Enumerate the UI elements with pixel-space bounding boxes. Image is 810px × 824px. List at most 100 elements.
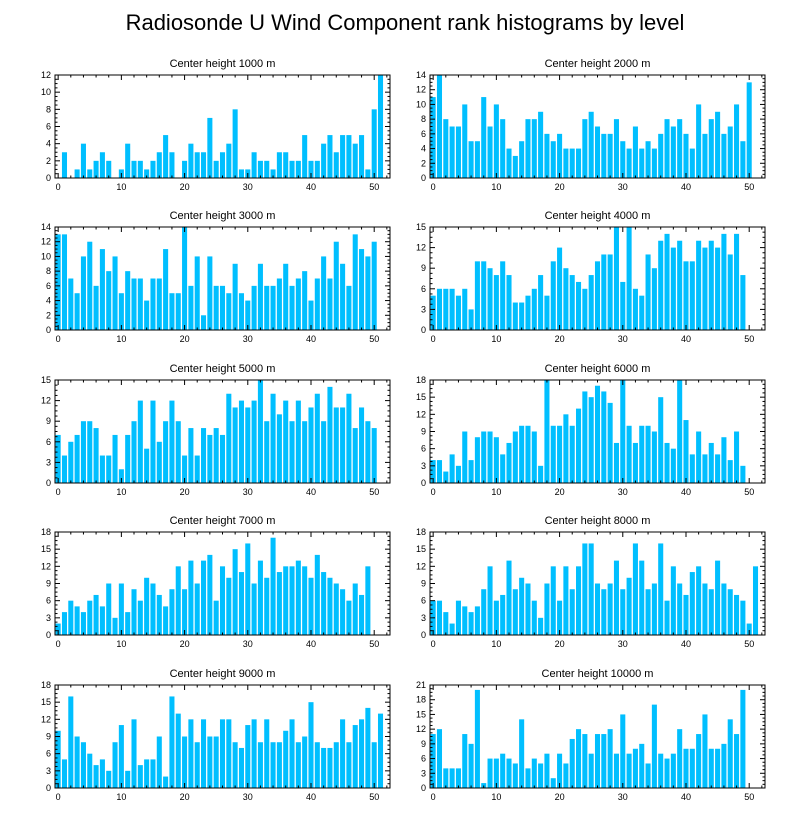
histogram-bar — [80, 612, 86, 635]
histogram-bar — [61, 455, 68, 483]
x-tick-label: 10 — [116, 792, 126, 802]
histogram-bar — [462, 431, 468, 483]
y-tick-label: 18 — [416, 527, 426, 537]
histogram-bar — [462, 606, 468, 635]
histogram-bar — [531, 288, 537, 330]
x-tick-label: 10 — [116, 334, 126, 344]
histogram-bar — [519, 719, 525, 788]
histogram-bar — [302, 271, 308, 330]
panel-title: Center height 7000 m — [170, 515, 276, 527]
histogram-bar — [68, 600, 74, 635]
x-tick-label: 0 — [56, 334, 61, 344]
histogram-bar — [144, 759, 150, 788]
histogram-bar — [696, 431, 702, 483]
histogram-bar — [308, 160, 314, 178]
x-tick-label: 50 — [369, 182, 379, 192]
histogram-bar — [144, 577, 150, 635]
x-tick-label: 20 — [555, 334, 565, 344]
histogram-bar — [283, 730, 289, 788]
histogram-bar — [487, 758, 493, 788]
y-tick-label: 0 — [46, 630, 51, 640]
histogram-bar — [321, 747, 327, 788]
histogram-bar — [156, 441, 162, 483]
y-tick-label: 12 — [416, 724, 426, 734]
histogram-bar — [436, 460, 443, 483]
histogram-bar — [658, 240, 664, 330]
y-tick-label: 15 — [41, 697, 51, 707]
histogram-bar — [156, 736, 162, 788]
histogram-bar — [683, 594, 689, 635]
histogram-bar — [74, 293, 80, 330]
y-tick-label: 3 — [46, 766, 51, 776]
x-tick-label: 30 — [618, 639, 628, 649]
histogram-bar — [481, 589, 487, 635]
histogram-bar — [61, 612, 68, 635]
histogram-bar — [131, 160, 137, 178]
histogram-bar — [213, 428, 219, 483]
histogram-bar — [531, 119, 537, 178]
histogram-bar — [525, 583, 531, 635]
x-tick-label: 40 — [681, 334, 691, 344]
histogram-bar — [607, 729, 613, 788]
histogram-bar — [346, 742, 352, 788]
histogram-bar — [219, 285, 226, 330]
histogram-bar — [251, 152, 257, 178]
histogram-bar — [512, 763, 518, 788]
histogram-bar — [80, 421, 86, 483]
histogram-bar — [87, 753, 93, 788]
histogram-bar — [182, 589, 188, 635]
histogram-bar — [620, 380, 626, 483]
histogram-bar — [194, 455, 200, 483]
histogram-bar — [734, 734, 740, 788]
histogram-bar — [87, 600, 93, 635]
y-tick-label: 9 — [46, 416, 51, 426]
x-tick-label: 0 — [431, 639, 436, 649]
histogram-panel: Center height 4000 m 0 3 6 9 12 15 0 10 20 30 40 50 — [416, 210, 766, 344]
histogram-bar — [594, 261, 601, 330]
y-tick-label: 14 — [416, 70, 426, 80]
x-tick-label: 50 — [369, 334, 379, 344]
histogram-bar — [582, 119, 588, 178]
histogram-bar — [746, 623, 752, 635]
histogram-bar — [632, 288, 638, 330]
histogram-bar — [283, 566, 289, 635]
y-tick-label: 15 — [416, 392, 426, 402]
y-tick-label: 15 — [41, 544, 51, 554]
histogram-bar — [207, 434, 213, 483]
histogram-bar — [519, 425, 525, 483]
x-tick-label: 30 — [618, 334, 628, 344]
histogram-bar — [251, 719, 257, 788]
y-tick-label: 4 — [46, 139, 51, 149]
histogram-bar — [645, 763, 651, 788]
histogram-bar — [283, 400, 289, 483]
histogram-bar — [658, 753, 664, 788]
histogram-bar — [340, 263, 346, 330]
y-tick-label: 6 — [46, 437, 51, 447]
histogram-bar — [538, 111, 544, 178]
histogram-bar — [594, 734, 601, 788]
x-tick-label: 20 — [555, 182, 565, 192]
histogram-panel: Center height 6000 m 0 3 6 9 12 15 18 0 10 20 30 40 5… — [416, 363, 766, 497]
panel-title: Center height 2000 m — [545, 58, 651, 70]
y-tick-label: 6 — [421, 284, 426, 294]
histogram-bar — [525, 768, 531, 788]
x-tick-label: 20 — [180, 334, 190, 344]
x-tick-label: 40 — [681, 487, 691, 497]
histogram-bar — [99, 759, 105, 788]
histogram-bar — [455, 768, 461, 788]
histogram-bar — [500, 454, 506, 483]
histogram-bar — [55, 234, 61, 330]
histogram-bar — [613, 227, 619, 330]
histogram-bar — [557, 600, 563, 635]
x-tick-label: 40 — [306, 639, 316, 649]
histogram-bar — [468, 612, 474, 635]
histogram-bar — [74, 606, 80, 635]
histogram-bar — [512, 155, 518, 178]
histogram-bar — [276, 152, 282, 178]
histogram-bar — [251, 400, 257, 483]
y-tick-label: 15 — [416, 709, 426, 719]
histogram-bar — [702, 714, 708, 788]
x-tick-label: 0 — [431, 792, 436, 802]
histogram-bar — [125, 434, 131, 483]
